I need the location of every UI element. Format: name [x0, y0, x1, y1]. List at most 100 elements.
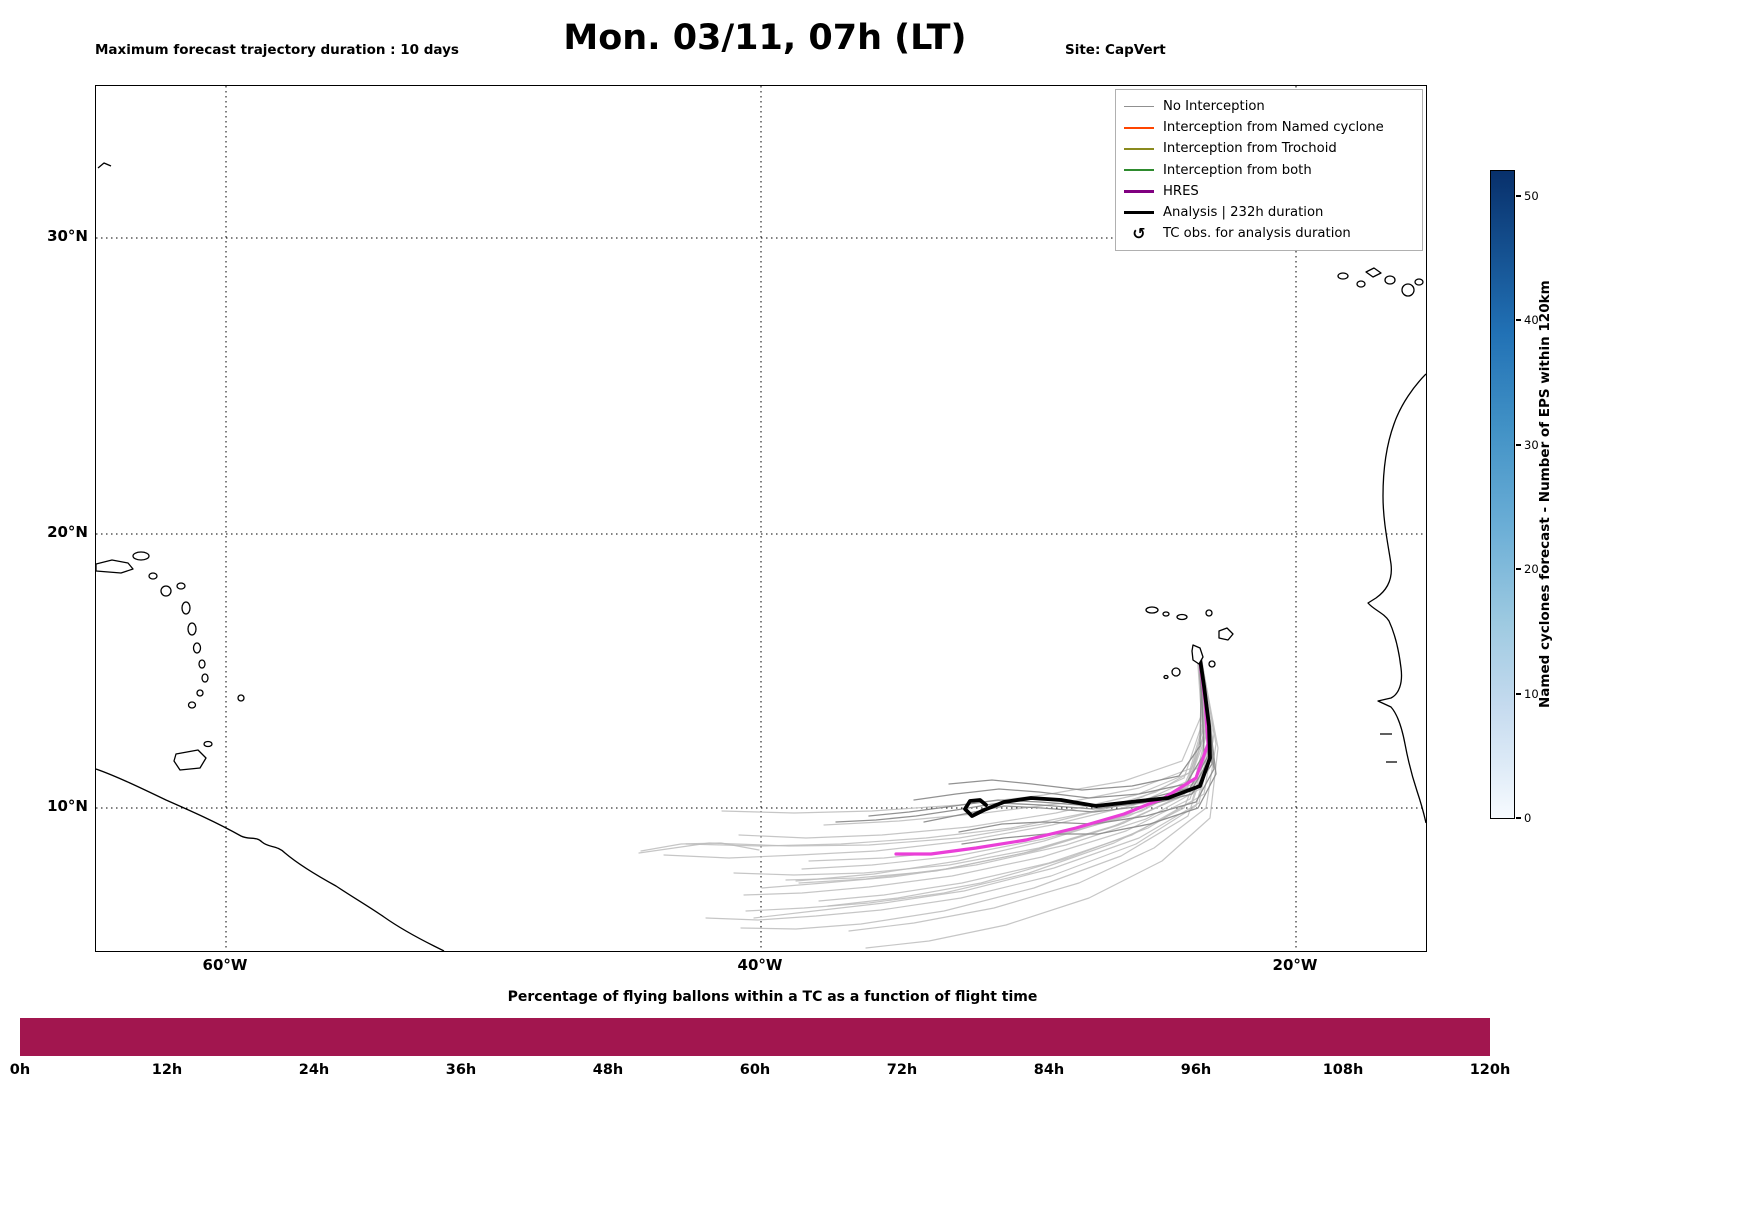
coastline-canary — [1356, 280, 1366, 288]
legend-label: HRES — [1163, 183, 1199, 199]
legend-line-named-cyclone — [1124, 126, 1154, 129]
coastline-capeverde — [1218, 627, 1234, 641]
coastline-island — [187, 622, 197, 636]
legend-label: Interception from Trochoid — [1163, 141, 1337, 157]
map-legend: No Interception Interception from Named … — [1115, 89, 1423, 252]
trajectory — [948, 651, 1202, 791]
legend-label: Interception from Named cyclone — [1163, 120, 1384, 136]
coastline-tobago — [203, 740, 213, 748]
coastline-island — [160, 585, 172, 597]
bottom-chart-title: Percentage of flying ballons within a TC… — [507, 989, 1038, 1005]
legend-label: Interception from both — [1163, 162, 1312, 178]
trajectory — [963, 650, 1212, 818]
trajectory — [801, 651, 1206, 870]
coastline-capeverde — [1171, 667, 1181, 677]
coastline-capeverde — [1208, 660, 1216, 668]
colorbar-tick-label: 20 — [1524, 562, 1539, 576]
legend-item-both: Interception from both — [1124, 160, 1412, 181]
coastline-capeverde — [1176, 613, 1188, 621]
lon-tick-60w: 60°W — [202, 956, 248, 974]
trajectory — [795, 651, 1207, 882]
colorbar-tick-label: 40 — [1524, 313, 1539, 327]
coastline-island — [192, 642, 202, 654]
legend-label: Analysis | 232h duration — [1163, 205, 1324, 221]
legend-item-no-interception: No Interception — [1124, 96, 1412, 117]
coastline-capeverde — [1162, 611, 1170, 617]
trajectory — [663, 651, 1205, 859]
trajectory — [865, 657, 1219, 949]
coastline-barbados — [237, 694, 245, 702]
coastline-africa — [1367, 373, 1426, 824]
lat-tick-20n: 20°N — [47, 523, 88, 541]
x-tick-96h: 96h — [1180, 1062, 1212, 1078]
coastline-island — [201, 673, 209, 683]
param-site: Site: CapVert — [1065, 42, 1166, 58]
coastline-island — [176, 582, 186, 590]
coastline-island — [198, 659, 206, 669]
coastline-canary — [1384, 275, 1396, 285]
coastline-africa-rivers — [1380, 733, 1397, 763]
colorbar-tick-label: 0 — [1524, 811, 1532, 825]
lon-tick-40w: 40°W — [737, 956, 783, 974]
legend-item-hres: HRES — [1124, 181, 1412, 202]
x-tick-108h: 108h — [1322, 1062, 1364, 1078]
lat-tick-10n: 10°N — [47, 797, 88, 815]
coastline-capeverde-santiago — [1191, 644, 1204, 665]
colorbar-tick-40: 40 — [1516, 313, 1539, 327]
legend-item-analysis: Analysis | 232h duration — [1124, 202, 1412, 223]
trajectory — [894, 652, 1210, 856]
trajectory — [640, 842, 760, 852]
coastline-capeverde — [1145, 606, 1159, 614]
colorbar-tick-20: 20 — [1516, 562, 1539, 576]
trajectory — [638, 651, 1203, 854]
coastline-island — [187, 701, 197, 709]
colorbar-tick-10: 10 — [1516, 687, 1539, 701]
coastline-capeverde — [1163, 674, 1169, 680]
coastline-capeverde — [1205, 609, 1213, 617]
x-tick-120h: 120h — [1469, 1062, 1511, 1078]
legend-item-named-cyclone: Interception from Named cyclone — [1124, 117, 1412, 138]
x-tick-84h: 84h — [1033, 1062, 1065, 1078]
x-tick-48h: 48h — [592, 1062, 624, 1078]
graticule — [96, 86, 1426, 951]
trajectory — [798, 651, 1207, 884]
legend-line-both — [1124, 169, 1154, 171]
flight-time-percentage-bar — [20, 1018, 1490, 1056]
trajectory — [848, 655, 1217, 932]
trajectory — [913, 651, 1205, 801]
legend-item-tc-obs: ↺ TC obs. for analysis duration — [1124, 223, 1412, 244]
coastline-south-america — [96, 768, 445, 951]
trajectory — [705, 653, 1214, 921]
trajectory — [961, 651, 1217, 845]
coastline-island — [181, 601, 191, 615]
trajectory — [743, 651, 1210, 896]
legend-line-analysis — [1124, 210, 1154, 215]
coastline-canary — [1414, 278, 1424, 286]
coastline-antilles — [96, 559, 134, 574]
map-plot-area: No Interception Interception from Named … — [95, 85, 1427, 952]
coastline-trinidad — [173, 749, 207, 771]
lon-tick-20w: 20°W — [1272, 956, 1318, 974]
x-tick-0h: 0h — [9, 1062, 31, 1078]
x-tick-12h: 12h — [151, 1062, 183, 1078]
tc-obs-icon: ↺ — [1132, 224, 1146, 244]
map-svg — [96, 86, 1426, 951]
colorbar-axis-label: Named cyclones forecast - Number of EPS … — [1537, 280, 1553, 709]
legend-label: No Interception — [1163, 99, 1265, 115]
trajectory — [721, 651, 1203, 814]
coastline-island — [132, 551, 150, 561]
colorbar-tick-label: 50 — [1524, 189, 1539, 203]
coastline-bermuda — [97, 162, 112, 169]
legend-item-trochoid: Interception from Trochoid — [1124, 138, 1412, 159]
colorbar-tick-50: 50 — [1516, 189, 1539, 203]
x-tick-60h: 60h — [739, 1062, 771, 1078]
legend-line-trochoid — [1124, 148, 1154, 150]
page-title: Mon. 03/11, 07h (LT) — [563, 18, 967, 58]
param-max-duration: Maximum forecast trajectory duration : 1… — [95, 42, 459, 58]
legend-line-hres — [1124, 189, 1154, 194]
coastline-island — [196, 689, 204, 697]
coastline-canary — [1337, 272, 1349, 280]
colorbar-tick-label: 30 — [1524, 438, 1539, 452]
colorbar-tick-30: 30 — [1516, 438, 1539, 452]
trajectory-layer — [638, 650, 1219, 949]
